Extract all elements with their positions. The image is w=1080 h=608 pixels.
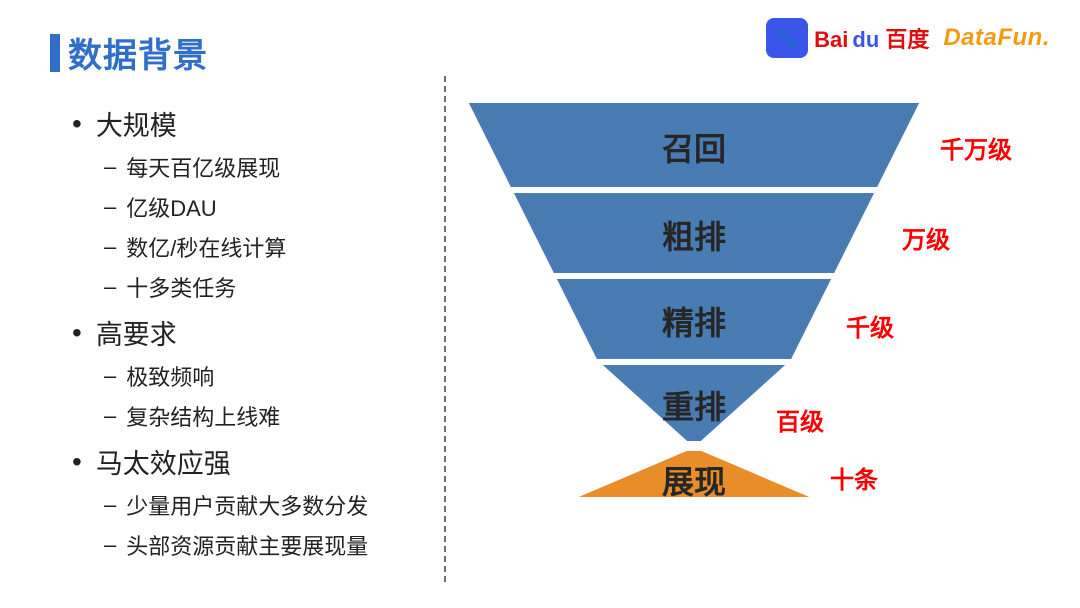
datafun-logo: DataFun. [943, 24, 1050, 52]
funnel-scale-label: 万级 [902, 220, 950, 255]
logo-row: Baidu 百度 DataFun. [766, 18, 1050, 58]
bullet-level1: 马太效应强 [72, 442, 432, 481]
funnel-stage-label: 重排 [662, 382, 726, 428]
bullet-level2: 头部资源贡献主要展现量 [104, 529, 432, 561]
bullet-level2: 数亿/秒在线计算 [104, 231, 432, 263]
baidu-logo: Baidu 百度 [766, 18, 929, 58]
funnel-scale-label: 百级 [776, 402, 824, 437]
title-text: 数据背景 [68, 28, 208, 77]
bullet-level2: 少量用户贡献大多数分发 [104, 489, 432, 521]
baidu-cn: 百度 [885, 22, 929, 54]
bullet-list: 大规模每天百亿级展现亿级DAU 数亿/秒在线计算十多类任务高要求极致频响复杂结构上… [72, 104, 432, 561]
baidu-paw-icon [766, 18, 808, 58]
bullet-level2: 每天百亿级展现 [104, 151, 432, 183]
title-accent-bar [50, 34, 60, 72]
baidu-bai: Bai [814, 27, 848, 53]
bullet-level1: 大规模 [72, 104, 432, 143]
funnel-stage-label: 展现 [662, 457, 726, 503]
funnel-stage-label: 精排 [662, 298, 726, 344]
bullet-level1: 高要求 [72, 313, 432, 352]
baidu-wordmark: Baidu 百度 [814, 22, 929, 54]
funnel-scale-label: 十条 [830, 460, 878, 495]
funnel-chart: 召回 千万级粗排 万级精排 千级重排 百级展现 十条 [444, 100, 1080, 560]
funnel-scale-label: 千万级 [940, 130, 1012, 165]
funnel-scale-label: 千级 [846, 308, 894, 343]
datafun-text: DataFun. [943, 24, 1050, 51]
bullet-level2: 亿级DAU [104, 191, 432, 223]
slide-title: 数据背景 [50, 28, 208, 77]
bullet-level2: 十多类任务 [104, 271, 432, 303]
baidu-du: du [852, 27, 879, 53]
funnel-stage-label: 召回 [662, 124, 726, 170]
bullet-level2: 极致频响 [104, 360, 432, 392]
bullet-level2: 复杂结构上线难 [104, 400, 432, 432]
funnel-stage-label: 粗排 [662, 212, 726, 258]
